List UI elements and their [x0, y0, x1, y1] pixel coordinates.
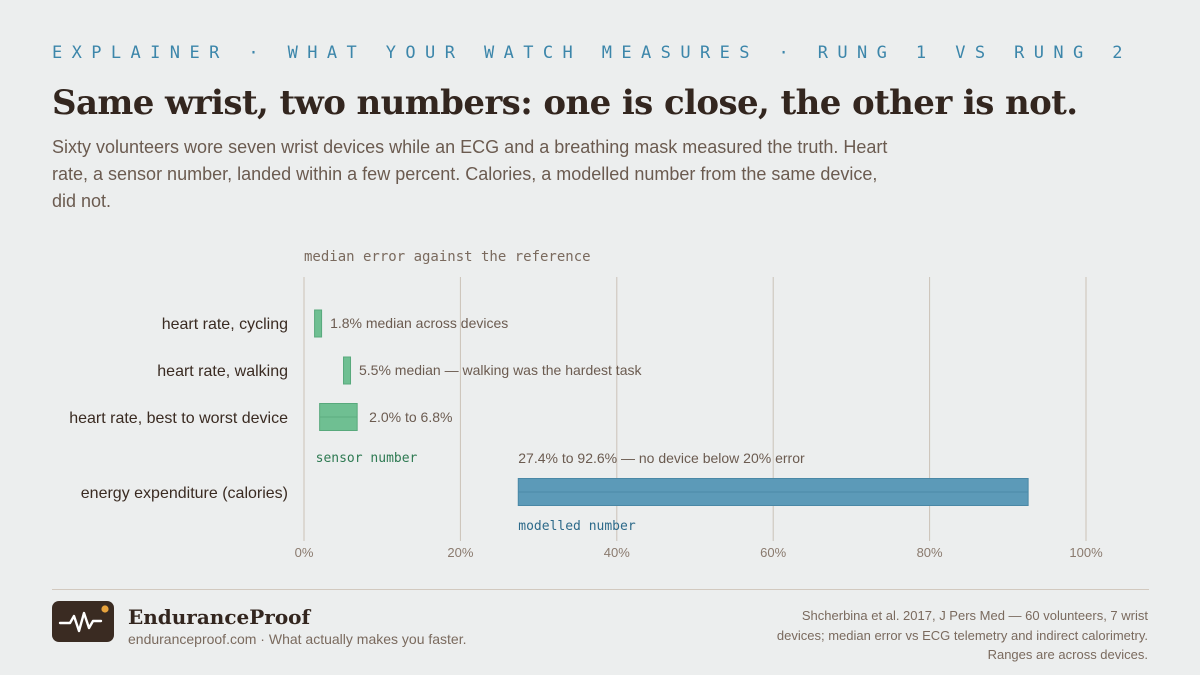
x-tick-label: 100%	[1069, 545, 1103, 560]
chart-rows: heart rate, cycling heart rate, walking he…	[69, 316, 288, 502]
brand-tagline[interactable]: enduranceproof.com · What actually makes…	[128, 631, 467, 647]
group-label-sensor: sensor number	[316, 451, 418, 466]
brand-name: EnduranceProof	[128, 605, 311, 629]
eyebrow-kicker: EXPLAINER · WHAT YOUR WATCH MEASURES · R…	[52, 43, 1132, 63]
row-category-label: energy expenditure (calories)	[81, 485, 288, 502]
data-annotation: 1.8% median across devices	[330, 315, 508, 331]
page-subtitle: Sixty volunteers wore seven wrist device…	[52, 137, 888, 211]
brand-logo	[52, 601, 114, 642]
chart-marks: 1.8% median across devices 5.5% median — …	[314, 309, 1029, 534]
row-category-label: heart rate, cycling	[162, 316, 288, 333]
data-annotation: 5.5% median — walking was the hardest ta…	[359, 362, 642, 378]
chart-title: median error against the reference	[304, 249, 591, 265]
x-tick-label: 20%	[447, 545, 473, 560]
data-annotation: 27.4% to 92.6% — no device below 20% err…	[518, 450, 805, 466]
data-annotation: 2.0% to 6.8%	[369, 409, 452, 425]
x-axis-ticks: 0% 20% 40% 60% 80% 100%	[295, 545, 1103, 560]
point-marker	[314, 309, 323, 338]
x-tick-label: 0%	[295, 545, 314, 560]
x-tick-label: 40%	[604, 545, 630, 560]
row-category-label: heart rate, walking	[157, 363, 288, 380]
row-category-label: heart rate, best to worst device	[69, 410, 288, 427]
heartbeat-pulse-icon	[58, 605, 109, 633]
source-citation: Shcherbina et al. 2017, J Pers Med — 60 …	[776, 608, 1148, 662]
page-title: Same wrist, two numbers: one is close, t…	[52, 83, 1078, 123]
footer-divider	[52, 589, 1149, 590]
x-tick-label: 60%	[760, 545, 786, 560]
x-tick-label: 80%	[917, 545, 943, 560]
point-marker	[343, 356, 352, 385]
group-label-modelled: modelled number	[518, 519, 636, 534]
